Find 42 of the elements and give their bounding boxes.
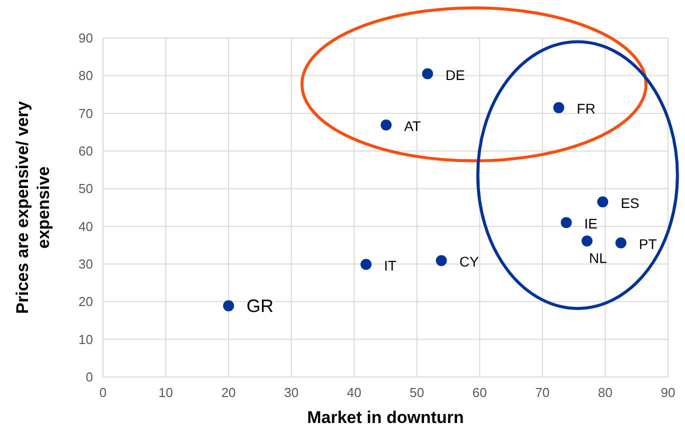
- y-tick-label: 70: [78, 106, 93, 121]
- x-tick-label: 40: [346, 385, 362, 400]
- x-tick-label: 60: [472, 385, 487, 400]
- point: [597, 196, 608, 208]
- annotation: IE: [584, 216, 598, 232]
- annotation: FR: [576, 100, 596, 117]
- y-tick-label: 10: [78, 332, 93, 347]
- x-tick-label: 90: [660, 385, 676, 400]
- y-tick-label: 50: [78, 181, 93, 196]
- y-tick-label: 0: [86, 370, 93, 384]
- x-tick-label: 50: [410, 385, 424, 400]
- y-tick-label: 20: [78, 294, 93, 310]
- y-tick-label: 30: [78, 256, 93, 272]
- point: [380, 120, 392, 131]
- y-tick-label: 80: [78, 68, 93, 84]
- annotation: GR: [246, 296, 274, 316]
- y-tick-label: 90: [78, 30, 93, 46]
- point: [223, 300, 234, 312]
- x-tick-label: 0: [99, 385, 107, 400]
- point: [582, 236, 593, 247]
- point: [436, 255, 447, 266]
- annotation: CY: [459, 254, 480, 270]
- x-tick-label: 20: [221, 385, 236, 400]
- annotation: AT: [404, 118, 422, 134]
- annotation: ES: [620, 194, 640, 211]
- point: [422, 68, 434, 80]
- point: [553, 102, 564, 114]
- point: [560, 217, 572, 228]
- x-tick-label: 10: [158, 385, 174, 400]
- annotation: PT: [638, 236, 658, 252]
- point: [360, 258, 372, 270]
- annotation: DE: [446, 66, 466, 83]
- y-axis-title: Prices are expensive/ very expensive: [13, 100, 53, 314]
- x-axis-title: Market in downturn: [307, 408, 464, 427]
- y-tick-label: 40: [78, 218, 93, 234]
- annotation: NL: [589, 250, 608, 266]
- y-tick-label: 60: [78, 144, 93, 158]
- x-tick-label: 70: [535, 385, 550, 400]
- x-tick-label: 30: [284, 385, 299, 400]
- x-tick-label: 80: [598, 385, 612, 400]
- annotation: IT: [384, 257, 397, 274]
- point: [615, 237, 626, 248]
